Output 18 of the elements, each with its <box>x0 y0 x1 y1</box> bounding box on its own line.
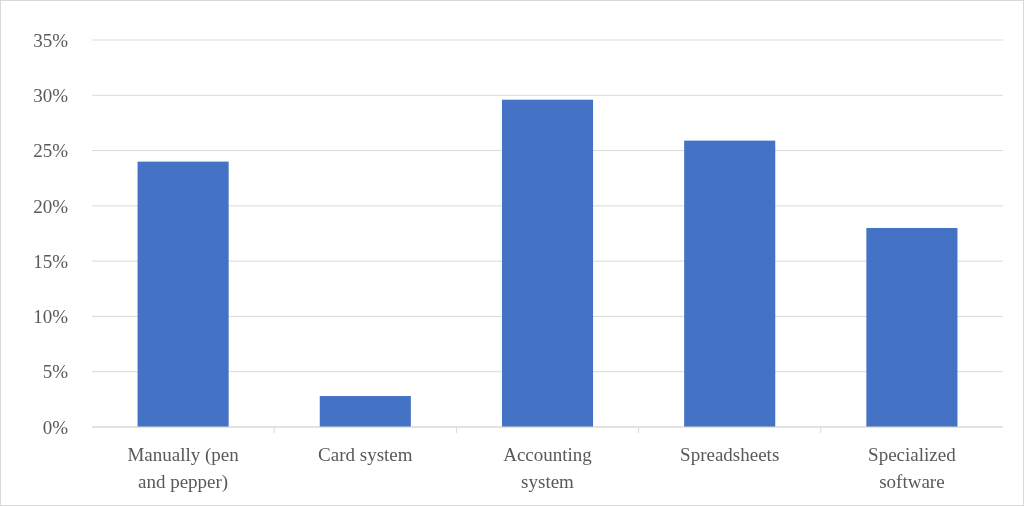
bar <box>137 161 229 427</box>
x-tick-label: Manually (pen and pepper) <box>127 444 240 493</box>
bar <box>684 140 776 427</box>
bar <box>319 396 411 427</box>
y-tick-label: 10% <box>33 306 69 328</box>
y-tick-label: 0% <box>42 416 69 438</box>
y-tick-label: 35% <box>33 29 69 51</box>
y-tick-label: 5% <box>42 361 69 383</box>
x-tick-label: Specialized software <box>868 444 957 492</box>
x-tick-label: Spreadsheets <box>680 444 780 465</box>
y-tick-label: 25% <box>33 140 69 162</box>
x-tick-label: Accounting system <box>503 444 593 492</box>
y-tick-label: 30% <box>33 84 69 106</box>
bar <box>866 227 958 427</box>
x-tick-label: Card system <box>318 444 413 465</box>
y-tick-label: 20% <box>33 195 69 217</box>
y-tick-label: 15% <box>33 250 69 272</box>
bar <box>501 99 594 427</box>
